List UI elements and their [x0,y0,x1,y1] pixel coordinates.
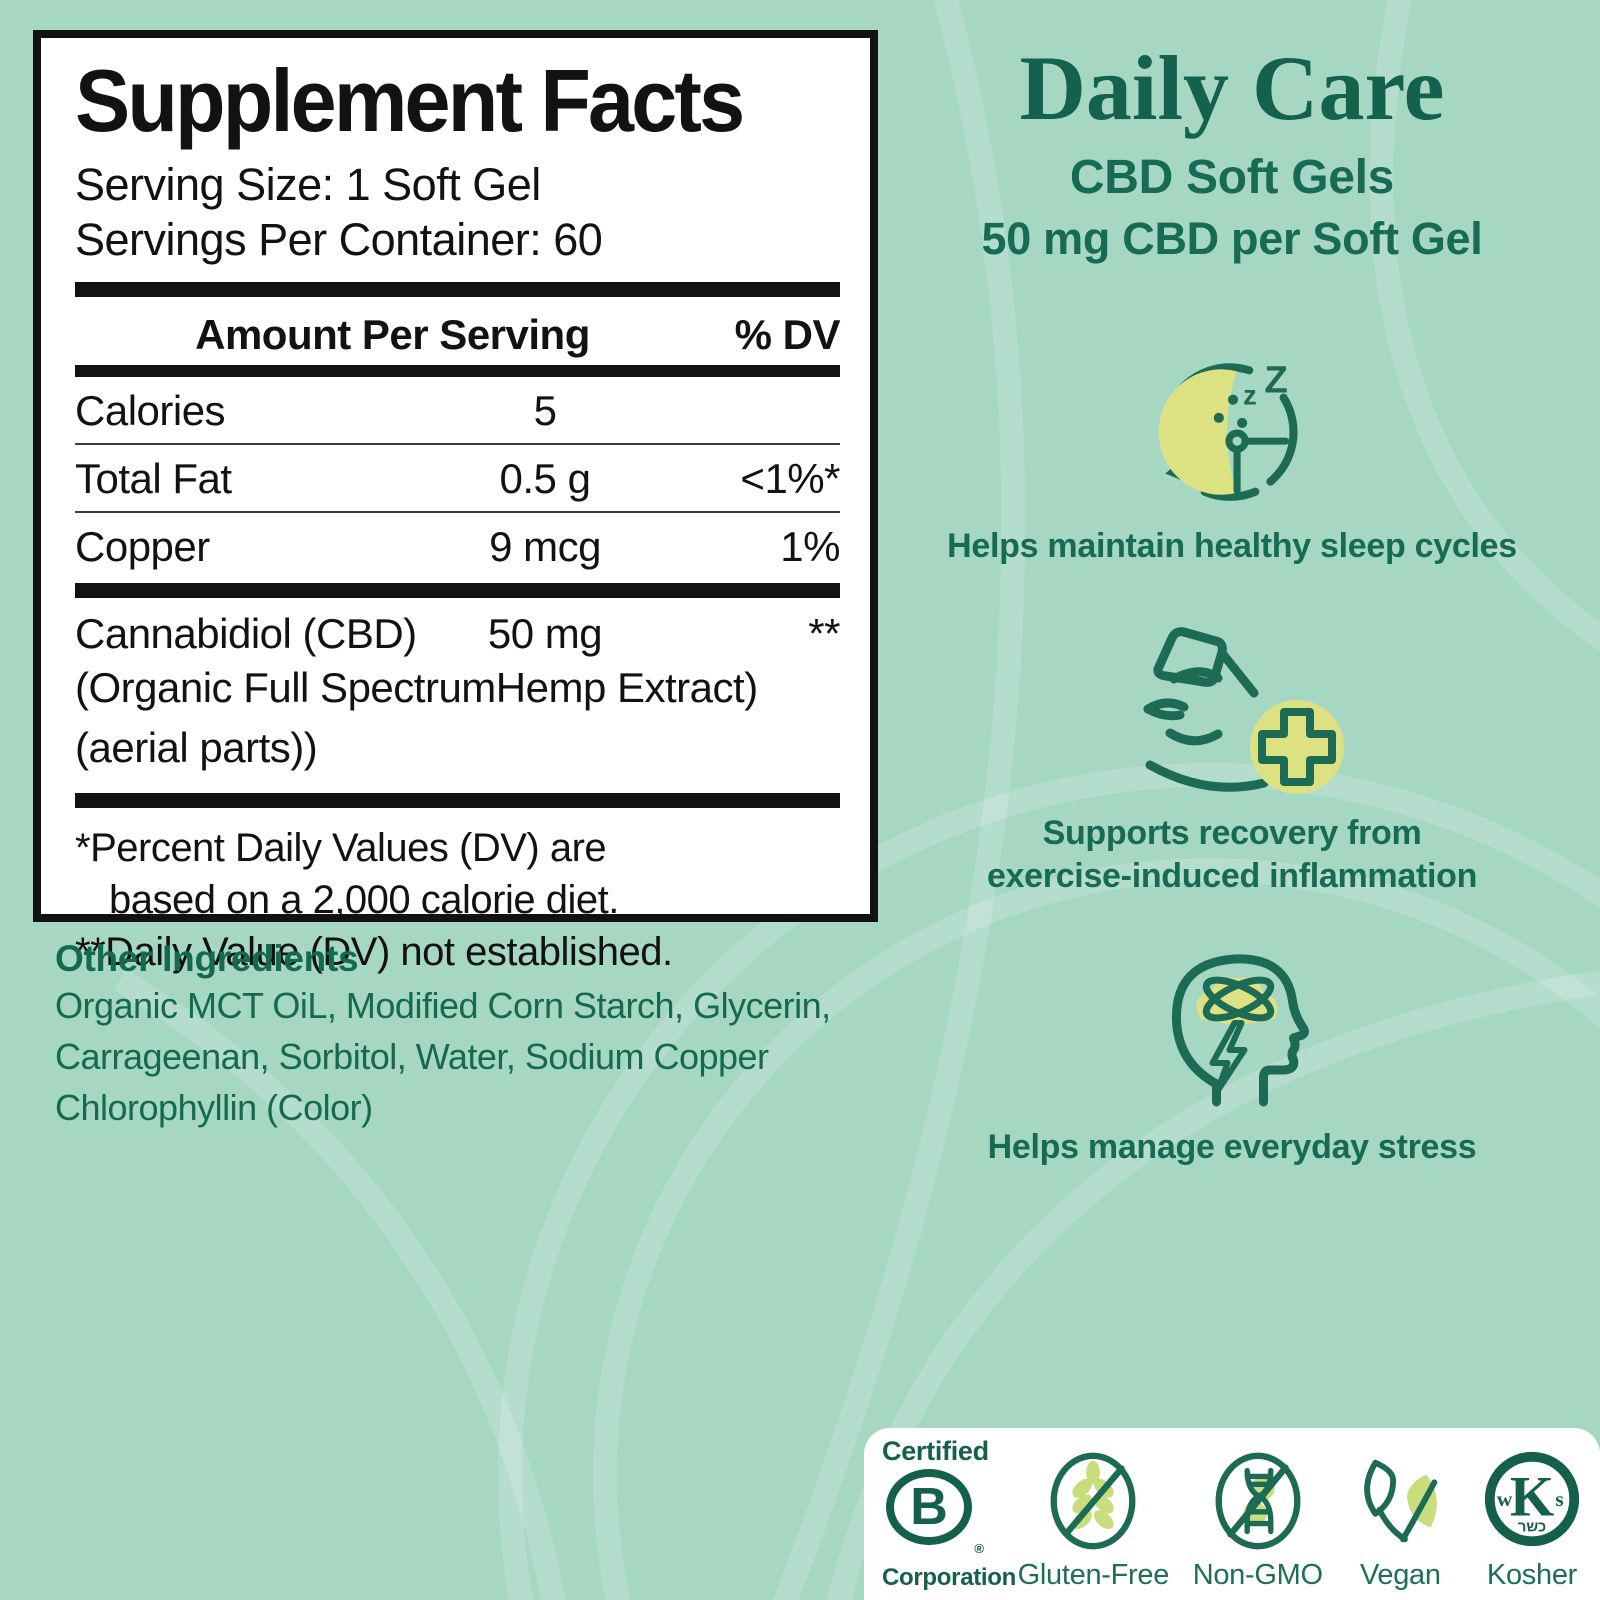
badge-label: Kosher [1486,1559,1578,1591]
table-row-cbd: Cannabidiol (CBD) 50 mg ** [75,598,841,658]
footnote-line: **Daily Value (DV) not established. [75,930,673,975]
badge-label: Vegan [1359,1559,1441,1591]
sleep-z-small: z [1243,380,1257,411]
muscle-recovery-icon [1143,626,1344,794]
other-ingredients-title: Other Ingredients [55,938,359,979]
b-corp-icon: B [886,1469,972,1545]
badge-gluten-free: Gluten-Free [1018,1438,1169,1592]
divider-thick [75,281,840,297]
badge-label: Non-GMO [1192,1559,1323,1591]
footnote-line: *Percent Daily Values (DV) are [75,826,607,871]
stress-head-icon [1171,954,1309,1107]
cbd-description-line: (Organic Full SpectrumHemp Extract) [75,663,758,711]
serving-info: Serving Size: 1 Soft Gel Servings Per Co… [75,158,840,268]
cbd-description-line: (aerial parts)) [75,724,318,772]
table-row-copper: Copper 9 mcg 1% [75,513,841,579]
divider-thick [75,793,840,809]
divider-thick [75,582,840,598]
row-name: Copper [75,522,210,570]
row-dv: <1%* [740,454,840,502]
row-dv: ** [808,609,840,657]
cannabidiol-block: Cannabidiol (CBD) 50 mg ** (Organic Full… [75,598,841,780]
badge-label: Gluten-Free [1017,1559,1170,1591]
row-name: Cannabidiol (CBD) [75,609,417,657]
kosher-hebrew-text: כשר [1518,1519,1546,1535]
gluten-free-icon [1050,1452,1136,1550]
bcorp-corporation-text: Corporation [882,1564,1017,1591]
vegan-leaves-icon [1364,1459,1438,1543]
table-row-total-fat: Total Fat 0.5 g <1%* [75,445,841,513]
other-ingredients-line: Chlorophyllin (Color) [55,1087,373,1129]
servings-per-container: Servings Per Container: 60 [75,213,603,265]
row-name: Total Fat [75,454,232,502]
other-ingredients-line: Carrageenan, Sorbitol, Water, Sodium Cop… [55,1036,769,1078]
badge-vegan: Vegan [1346,1438,1454,1592]
badge-non-gmo: Non-GMO [1193,1438,1323,1592]
footnote-line: based on a 2,000 calorie diet. [109,878,619,923]
bcorp-letter: B [910,1478,948,1536]
registered-mark: ® [974,1541,984,1556]
certification-badge-card: Certified B ® Corporation Gluten-F [864,1428,1600,1600]
sleep-z-large: Z [1264,359,1287,402]
row-amount: 9 mcg [489,522,601,570]
table-row-calories: Calories 5 [75,377,840,445]
kosher-letter-k: K [1510,1466,1554,1529]
brand-title: Daily Care [1019,37,1445,139]
row-amount: 5 [533,386,557,434]
benefit-caption-recovery: Supports recovery from exercise-induced … [864,812,1600,899]
row-name: Calories [75,386,226,434]
facts-header-row: Amount Per Serving % DV [75,311,840,359]
badge-kosher: w K s כשר Kosher [1478,1438,1586,1592]
percent-dv-header: % DV [734,310,841,358]
benefit-caption-sleep: Helps maintain healthy sleep cycles [947,527,1517,565]
kosher-letter-s: s [1555,1487,1563,1511]
other-ingredients-line: Organic MCT OiL, Modified Corn Starch, G… [55,985,831,1026]
kosher-seal-icon: w K s כשר [1484,1451,1580,1547]
amount-per-serving-header: Amount Per Serving [195,310,590,358]
footnotes: *Percent Daily Values (DV) are based on … [75,822,840,978]
benefit-caption-stress: Helps manage everyday stress [987,1127,1477,1166]
divider-medium [75,364,840,377]
row-amount: 0.5 g [499,454,591,502]
row-amount: 50 mg [487,609,603,657]
benefit-caption-line: exercise-induced inflammation [986,857,1478,896]
row-dv: 1% [780,522,840,570]
product-info-column: Daily Care CBD Soft Gels 50 mg CBD per S… [864,0,1600,1169]
supplement-facts-title: Supplement Facts [75,51,745,150]
bcorp-certified-text: Certified [882,1436,989,1466]
sleep-moon-clock-icon: z Z [1158,359,1298,501]
product-name: CBD Soft Gels [1069,151,1395,204]
benefit-caption-line: Supports recovery from [1042,813,1422,852]
serving-size: Serving Size: 1 Soft Gel [75,158,541,210]
badge-b-corporation: Certified B ® Corporation [882,1436,1016,1592]
non-gmo-icon [1215,1452,1301,1550]
other-ingredients-section: Other Ingredients Organic MCT OiL, Modif… [55,938,875,1133]
supplement-facts-panel: Supplement Facts Serving Size: 1 Soft Ge… [33,30,878,974]
product-dose: 50 mg CBD per Soft Gel [981,213,1483,264]
kosher-letter-w: w [1497,1487,1513,1511]
